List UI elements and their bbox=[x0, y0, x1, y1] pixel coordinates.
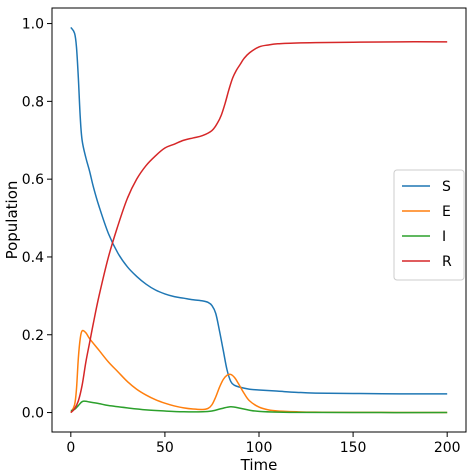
y-tick-label: 0.8 bbox=[22, 94, 44, 110]
y-axis-title: Population bbox=[3, 181, 21, 260]
series-line-i bbox=[70, 400, 448, 414]
legend-label-i: I bbox=[442, 229, 446, 245]
x-tick-label: 50 bbox=[156, 440, 174, 456]
plot-lines bbox=[70, 26, 448, 414]
legend-label-s: S bbox=[442, 179, 451, 195]
x-tick-label: 100 bbox=[246, 440, 273, 456]
x-tick-label: 150 bbox=[340, 440, 367, 456]
x-axis-title: Time bbox=[240, 456, 278, 474]
y-axis: 0.0 0.2 0.4 0.6 0.8 1.0 bbox=[22, 17, 52, 422]
y-tick-label: 0.0 bbox=[22, 406, 44, 422]
x-axis: 0 50 100 150 200 bbox=[66, 432, 461, 456]
y-tick-label: 0.2 bbox=[22, 328, 44, 344]
series-line-s bbox=[70, 26, 448, 395]
series-line-e bbox=[70, 329, 448, 414]
x-tick-label: 200 bbox=[434, 440, 461, 456]
y-tick-label: 1.0 bbox=[22, 17, 44, 33]
legend-label-r: R bbox=[442, 254, 452, 270]
legend-box bbox=[393, 169, 465, 281]
series-line-r bbox=[70, 41, 448, 414]
y-tick-label: 0.4 bbox=[22, 250, 44, 266]
legend-label-e: E bbox=[442, 204, 451, 220]
x-tick-label: 0 bbox=[66, 440, 75, 456]
y-tick-label: 0.6 bbox=[22, 172, 44, 188]
